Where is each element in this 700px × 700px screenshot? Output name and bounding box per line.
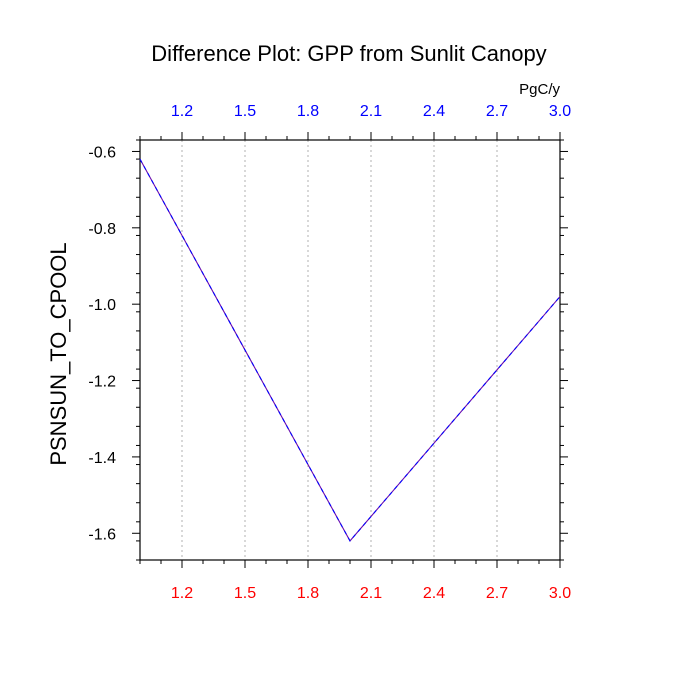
y-tick-label: -0.8 <box>88 221 116 238</box>
y-tick-label: -0.6 <box>88 144 116 161</box>
x-tick-label-bottom: 1.5 <box>234 585 256 602</box>
y-tick-label: -1.0 <box>88 297 116 314</box>
grid-layer <box>181 140 498 560</box>
y-axis-label: PSNSUN_TO_CPOOL <box>46 242 71 465</box>
x-tick-label-top: 3.0 <box>549 103 571 120</box>
series-layer <box>139 158 561 542</box>
x-tick-label-bottom: 2.4 <box>423 585 445 602</box>
x-tick-label-bottom: 1.8 <box>297 585 319 602</box>
x-tick-label-top: 1.2 <box>171 103 193 120</box>
x-tick-label-bottom: 2.7 <box>486 585 508 602</box>
y-tick-label: -1.4 <box>88 450 116 467</box>
x-tick-label-bottom: 1.2 <box>171 585 193 602</box>
y-tick-label: -1.6 <box>88 526 116 543</box>
x-tick-label-top: 2.1 <box>360 103 382 120</box>
axis-layer: 1.2 1.2 1.5 1.5 1.8 1.8 2.1 2.1 2.4 2.4 2.7 2.7 3.0 3… <box>88 103 571 602</box>
x-tick-label-top: 1.8 <box>297 103 319 120</box>
y-tick-label: -1.2 <box>88 374 116 391</box>
x-tick-label-top: 2.7 <box>486 103 508 120</box>
x-tick-label-bottom: 2.1 <box>360 585 382 602</box>
x-tick-label-bottom: 3.0 <box>549 585 571 602</box>
x-tick-label-top: 2.4 <box>423 103 445 120</box>
chart-title: Difference Plot: GPP from Sunlit Canopy <box>151 41 546 66</box>
x-tick-label-top: 1.5 <box>234 103 256 120</box>
top-axis-unit: PgC/y <box>519 81 560 98</box>
